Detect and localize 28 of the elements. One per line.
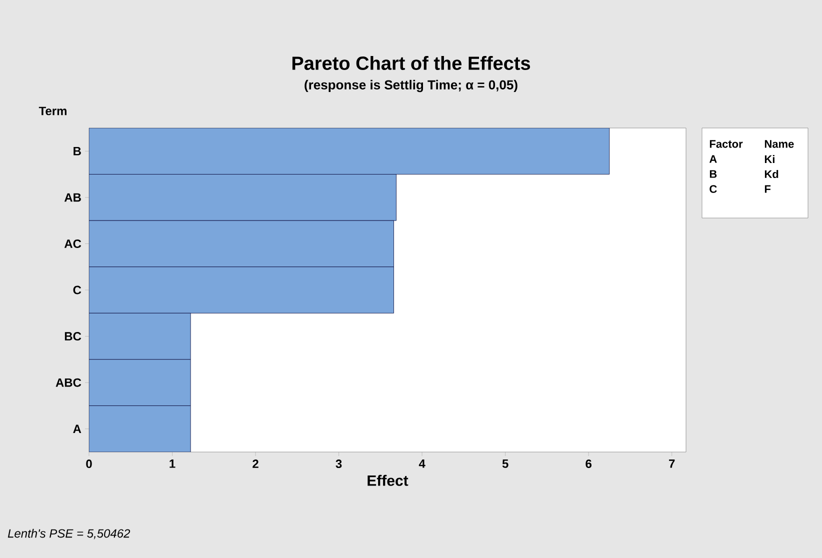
x-tick-label: 0 [86,460,92,468]
y-tick-label: AB [64,193,81,202]
y-tick-label: ABC [56,378,82,387]
y-tick-label: BC [64,332,82,341]
y-tick-label: B [74,147,81,156]
x-tick-label: 6 [586,460,592,468]
text: Kd [764,170,778,178]
text: Name [764,140,794,148]
y-tick-label: A [73,424,82,433]
x-tick-label: 7 [669,460,675,468]
x-tick-label: 3 [336,460,342,468]
x-tick-label: 5 [502,460,508,468]
x-tick-label: 4 [418,460,426,468]
x-tick-label: 1 [170,460,176,468]
text: Lenth's PSE = 5,50462 [8,528,130,540]
text: B [710,170,717,178]
text: Factor [710,140,743,148]
y-tick-label: C [73,286,82,294]
chart-subtitle: (response is Settlig Time; α = 0,05) [304,80,518,92]
chart-title: Pareto Chart of the Effects [292,56,530,70]
x-tick-label: 2 [252,460,258,468]
text: F [764,185,771,193]
y-axis-title: Term [38,106,66,116]
text: A [709,155,717,163]
text: C [710,185,717,193]
y-tick-label: AC [64,239,82,248]
x-axis-title: Effect [368,474,408,486]
text: Ki [764,155,774,163]
